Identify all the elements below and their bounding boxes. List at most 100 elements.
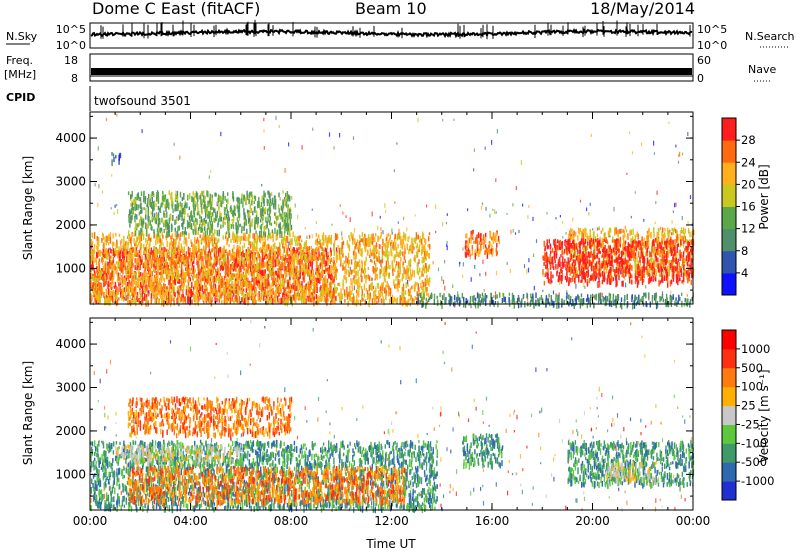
echo-pixel [354, 300, 356, 306]
echo-pixel [281, 274, 283, 279]
echo-pixel [299, 251, 302, 259]
echo-pixel [322, 255, 324, 262]
echo-pixel [103, 281, 105, 288]
echo-pixel [275, 115, 277, 121]
echo-pixel [108, 280, 110, 288]
echo-pixel [237, 253, 239, 260]
echo-pixel [255, 220, 257, 225]
echo-pixel [143, 207, 145, 211]
echo-pixel [305, 298, 307, 305]
echo-pixel [357, 246, 359, 250]
echo-pixel [183, 297, 185, 302]
echo-pixel [292, 250, 294, 257]
echo-pixel [343, 289, 346, 296]
echo-pixel [296, 258, 298, 264]
echo-pixel [207, 191, 209, 198]
echo-pixel [115, 249, 118, 256]
echo-pixel [123, 241, 125, 248]
echo-pixel [411, 241, 413, 247]
echo-pixel [326, 244, 329, 250]
echo-pixel [491, 140, 493, 145]
echo-pixel [355, 279, 357, 285]
echo-pixel [590, 133, 592, 137]
echo-pixel [95, 283, 97, 291]
echo-pixel [309, 288, 311, 296]
echo-pixel [196, 297, 198, 302]
echo-pixel [116, 203, 118, 207]
echo-pixel [378, 290, 380, 294]
echo-pixel [413, 246, 415, 250]
echo-pixel [229, 277, 231, 282]
echo-pixel [126, 295, 128, 302]
echo-pixel [462, 247, 464, 251]
echo-pixel [386, 280, 388, 288]
echo-pixel [274, 270, 277, 275]
echo-pixel [506, 212, 508, 215]
echo-pixel [238, 268, 240, 273]
echo-pixel [165, 248, 168, 253]
echo-pixel [273, 195, 276, 199]
echo-pixel [561, 221, 564, 224]
echo-pixel [249, 244, 252, 249]
echo-pixel [192, 244, 195, 251]
echo-pixel [246, 292, 248, 296]
echo-pixel [229, 298, 231, 303]
echo-pixel [208, 252, 211, 260]
echo-pixel [199, 275, 202, 280]
echo-pixel [274, 296, 277, 304]
echo-pixel [153, 252, 156, 259]
echo-pixel [228, 292, 230, 298]
echo-pixel [306, 264, 308, 272]
echo-pixel [176, 231, 178, 237]
echo-pixel [213, 234, 215, 239]
echo-pixel [192, 252, 195, 257]
echo-pixel [118, 233, 121, 237]
echo-pixel [231, 287, 233, 291]
echo-pixel [152, 268, 154, 272]
echo-pixel [234, 236, 237, 240]
echo-pixel [294, 279, 297, 287]
echo-pixel [411, 269, 414, 275]
echo-pixel [259, 283, 262, 290]
echo-pixel [391, 231, 393, 235]
echo-pixel [226, 259, 229, 267]
echo-pixel [127, 264, 130, 270]
echo-pixel [334, 262, 337, 270]
echo-pixel [179, 210, 182, 215]
echo-pixel [198, 210, 200, 216]
echo-pixel [270, 246, 272, 251]
echo-pixel [593, 295, 595, 299]
echo-pixel [131, 190, 133, 197]
echo-pixel [283, 288, 285, 295]
echo-pixel [204, 206, 206, 213]
echo-pixel [219, 261, 221, 266]
echo-pixel [262, 262, 264, 269]
echo-pixel [535, 239, 538, 243]
echo-pixel [113, 250, 116, 258]
echo-pixel [122, 253, 124, 260]
echo-pixel [233, 286, 235, 292]
echo-pixel [382, 296, 384, 300]
echo-pixel [253, 249, 255, 256]
echo-pixel [288, 228, 291, 236]
echo-pixel [270, 261, 272, 269]
echo-pixel [240, 274, 242, 280]
echo-pixel [160, 276, 163, 283]
echo-pixel [153, 216, 155, 221]
echo-pixel [206, 287, 209, 295]
echo-pixel [287, 299, 290, 303]
echo-pixel [298, 235, 300, 242]
echo-pixel [353, 295, 355, 303]
echo-pixel [327, 287, 329, 293]
echo-pixel [364, 243, 366, 250]
echo-pixel [210, 212, 212, 216]
echo-pixel [315, 259, 317, 263]
echo-pixel [216, 201, 218, 205]
echo-pixel [485, 271, 487, 276]
echo-pixel [278, 280, 280, 285]
echo-pixel [228, 244, 230, 248]
echo-pixel [185, 289, 188, 296]
echo-pixel [389, 264, 391, 270]
echo-pixel [329, 274, 332, 280]
echo-pixel [199, 220, 201, 225]
